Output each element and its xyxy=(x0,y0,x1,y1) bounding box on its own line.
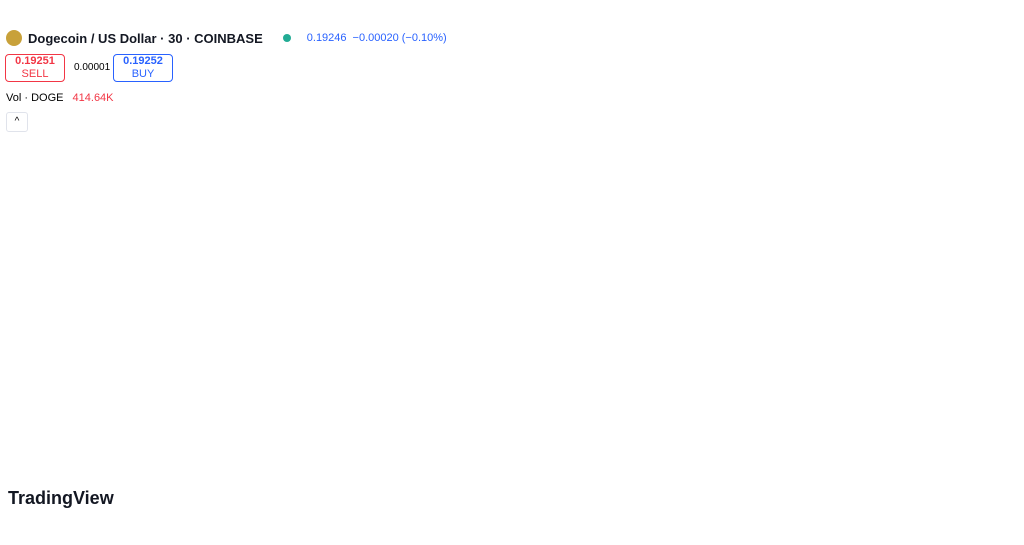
collapse-button[interactable]: ^ xyxy=(6,112,28,132)
spread: 0.00001 xyxy=(74,62,111,73)
sell-button[interactable]: 0.19251 SELL xyxy=(5,54,65,82)
status-dot xyxy=(282,34,291,42)
logo: TradingView xyxy=(8,488,114,508)
symbol-header: Dogecoin / US Dollar · 30 · COINBASE 0.1… xyxy=(6,30,447,46)
volume-legend: Vol · DOGE 414.64K xyxy=(6,92,114,104)
coin-icon xyxy=(6,30,22,46)
sell-label: SELL xyxy=(21,68,49,80)
symbol-title: Dogecoin / US Dollar · 30 · COINBASE xyxy=(28,30,263,46)
volume-value: 414.64K xyxy=(72,92,114,104)
buy-price: 0.19252 xyxy=(123,55,163,67)
last-price: 0.19246 xyxy=(306,32,347,44)
price-change: −0.00020 (−0.10%) xyxy=(352,32,447,44)
buy-button[interactable]: 0.19252 BUY xyxy=(113,54,173,82)
volume-title: Vol · DOGE xyxy=(6,92,64,104)
buy-label: BUY xyxy=(131,68,155,80)
sell-price: 0.19251 xyxy=(15,55,55,67)
